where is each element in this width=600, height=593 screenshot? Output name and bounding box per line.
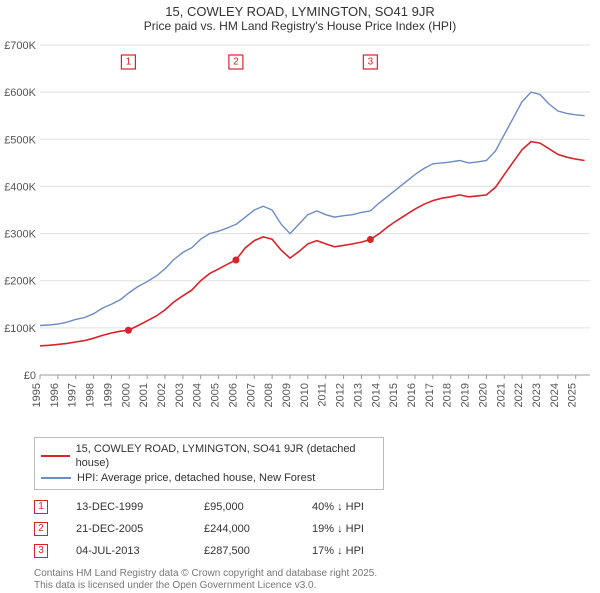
annotation-row-1: 1 13-DEC-1999 £95,000 40% ↓ HPI (34, 496, 590, 518)
legend-label: 15, COWLEY ROAD, LYMINGTON, SO41 9JR (de… (76, 442, 377, 471)
footer-line1: Contains HM Land Registry data © Crown c… (34, 568, 590, 581)
x-tick-label: 2003 (174, 383, 186, 407)
y-tick-label: £200K (4, 276, 36, 288)
marker-num-1: 1 (126, 57, 132, 68)
sale-dot-1 (125, 327, 132, 334)
x-tick-label: 1997 (67, 383, 79, 407)
marker-num-3: 3 (368, 57, 374, 68)
y-tick-label: £300K (4, 229, 36, 241)
x-tick-label: 2008 (263, 383, 275, 407)
y-tick-label: £100K (4, 323, 36, 335)
x-tick-label: 2022 (513, 383, 525, 407)
x-tick-label: 2001 (138, 383, 150, 407)
legend-swatch (41, 477, 71, 479)
legend-box: 15, COWLEY ROAD, LYMINGTON, SO41 9JR (de… (34, 437, 384, 490)
x-tick-label: 1996 (49, 383, 61, 407)
legend-row-0: 15, COWLEY ROAD, LYMINGTON, SO41 9JR (de… (41, 442, 377, 471)
x-tick-label: 2024 (549, 383, 561, 407)
x-tick-label: 2018 (442, 383, 454, 407)
x-tick-label: 2013 (352, 383, 364, 407)
series-hpi (40, 92, 585, 325)
marker-num-2: 2 (233, 57, 239, 68)
annotation-price: £287,500 (204, 545, 284, 557)
x-tick-label: 2007 (245, 383, 257, 407)
y-tick-label: £500K (4, 134, 36, 146)
sales-annotations: 1 13-DEC-1999 £95,000 40% ↓ HPI 2 21-DEC-2005… (34, 496, 590, 562)
legend-row-1: HPI: Average price, detached house, New … (41, 471, 377, 485)
x-tick-label: 2002 (156, 383, 168, 407)
annotation-row-3: 3 04-JUL-2013 £287,500 17% ↓ HPI (34, 540, 590, 562)
x-tick-label: 2009 (281, 383, 293, 407)
x-tick-label: 2000 (120, 383, 132, 407)
legend-label: HPI: Average price, detached house, New … (77, 471, 315, 485)
annotation-marker: 2 (34, 522, 48, 536)
x-tick-label: 2025 (567, 383, 579, 407)
chart-titles: 15, COWLEY ROAD, LYMINGTON, SO41 9JR Pri… (0, 0, 600, 35)
annotation-price: £95,000 (204, 501, 284, 513)
x-tick-label: 1998 (85, 383, 97, 407)
x-tick-label: 2011 (317, 383, 329, 407)
x-tick-label: 2023 (531, 383, 543, 407)
title-line1: 15, COWLEY ROAD, LYMINGTON, SO41 9JR (0, 4, 600, 19)
x-tick-label: 2021 (495, 383, 507, 407)
chart-area: £0 £100K £200K £300K £400K £500K £600K £700K 199… (0, 35, 600, 435)
x-tick-label: 2010 (299, 383, 311, 407)
annotation-marker: 1 (34, 500, 48, 514)
annotation-date: 13-DEC-1999 (76, 501, 176, 513)
annotation-date: 21-DEC-2005 (76, 523, 176, 535)
footer-line2: This data is licensed under the Open Gov… (34, 580, 590, 593)
annotation-row-2: 2 21-DEC-2005 £244,000 19% ↓ HPI (34, 518, 590, 540)
x-tick-label: 2019 (460, 383, 472, 407)
x-tick-label: 2014 (370, 383, 382, 407)
x-tick-label: 1999 (102, 383, 114, 407)
x-tick-label: 2012 (335, 383, 347, 407)
annotation-marker: 3 (34, 544, 48, 558)
legend-swatch (41, 455, 70, 457)
footer: Contains HM Land Registry data © Crown c… (34, 568, 590, 593)
annotation-delta: 17% ↓ HPI (312, 545, 364, 557)
x-tick-label: 2006 (227, 383, 239, 407)
chart-svg: £0 £100K £200K £300K £400K £500K £600K £700K 199… (0, 35, 600, 435)
annotation-delta: 40% ↓ HPI (312, 501, 364, 513)
y-tick-label: £0 (24, 370, 36, 382)
annotation-date: 04-JUL-2013 (76, 545, 176, 557)
annotation-price: £244,000 (204, 523, 284, 535)
x-tick-label: 2017 (424, 383, 436, 407)
y-tick-label: £600K (4, 87, 36, 99)
title-line2: Price paid vs. HM Land Registry's House … (0, 19, 600, 33)
x-tick-label: 1995 (31, 383, 43, 407)
sale-dot-3 (367, 236, 374, 243)
x-tick-label: 2015 (388, 383, 400, 407)
sale-dot-2 (232, 256, 239, 263)
y-tick-label: £700K (4, 40, 36, 52)
annotation-delta: 19% ↓ HPI (312, 523, 364, 535)
y-tick-label: £400K (4, 181, 36, 193)
series-property (40, 142, 585, 346)
x-tick-label: 2005 (210, 383, 222, 407)
x-tick-label: 2020 (477, 383, 489, 407)
x-tick-label: 2004 (192, 383, 204, 407)
x-tick-label: 2016 (406, 383, 418, 407)
